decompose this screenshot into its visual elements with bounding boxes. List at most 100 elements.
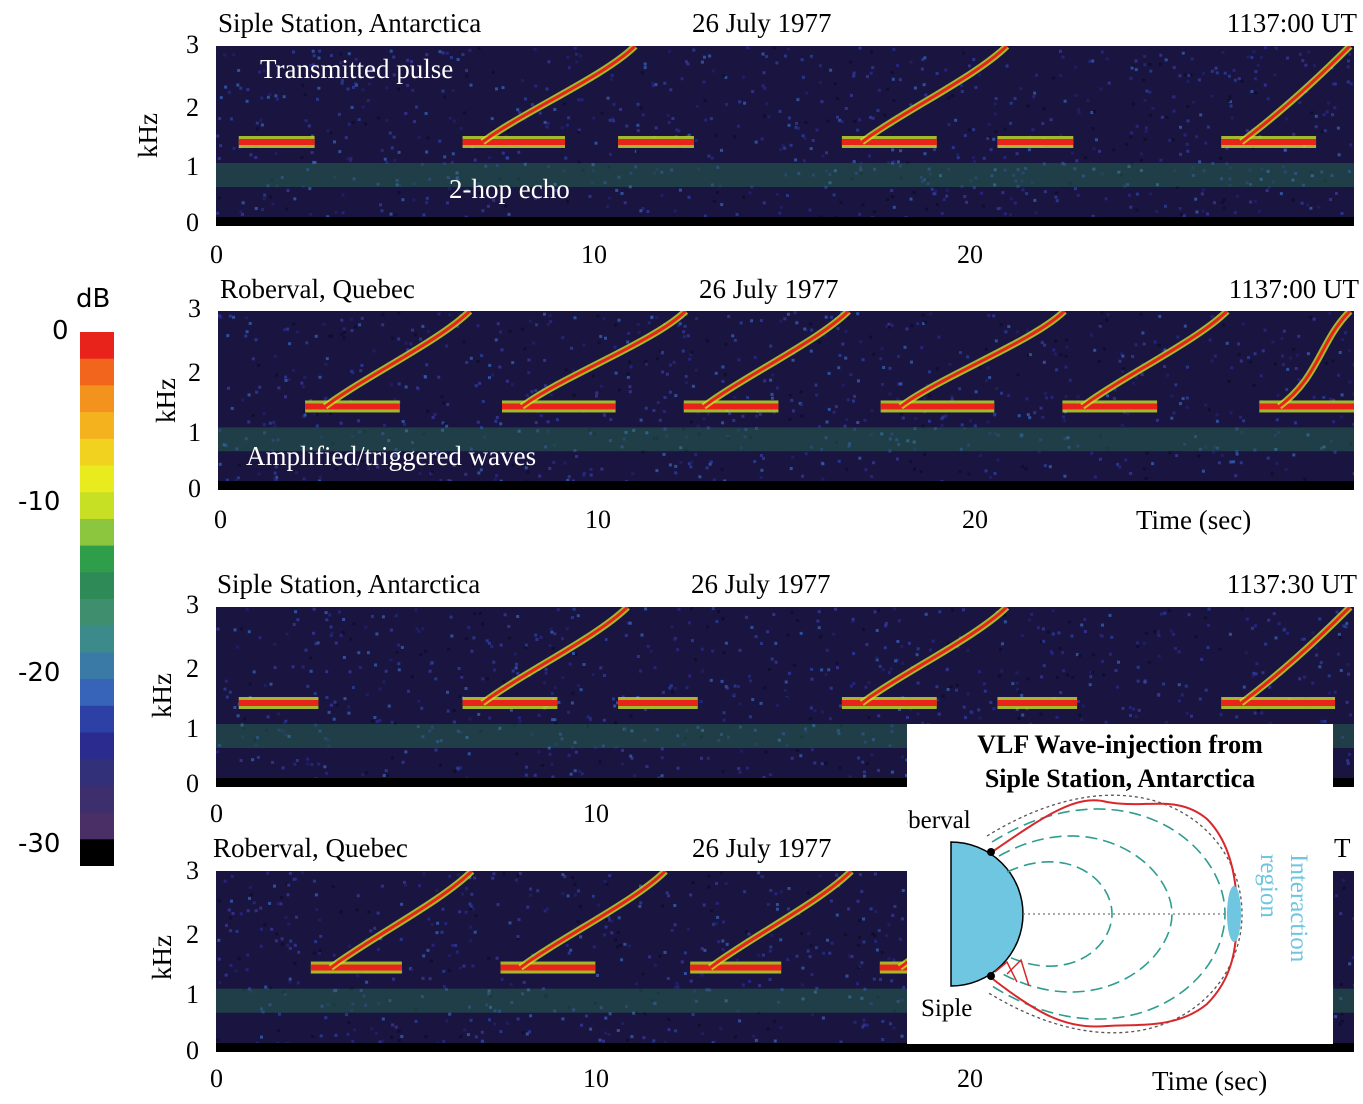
noise-speck xyxy=(902,985,906,989)
noise-speck xyxy=(409,342,413,346)
noise-speck xyxy=(792,409,795,413)
noise-speck xyxy=(1239,461,1243,465)
noise-speck xyxy=(887,322,891,326)
noise-speck xyxy=(236,645,239,649)
noise-speck xyxy=(391,1023,395,1027)
noise-speck xyxy=(616,945,620,949)
noise-speck xyxy=(422,954,426,958)
noise-speck xyxy=(743,890,747,894)
noise-speck xyxy=(243,717,247,721)
noise-speck xyxy=(863,740,867,744)
noise-speck xyxy=(342,336,346,340)
noise-speck xyxy=(1142,78,1146,82)
noise-speck xyxy=(681,349,685,353)
noise-speck xyxy=(523,117,527,121)
noise-speck xyxy=(1254,624,1257,628)
noise-speck xyxy=(656,436,659,440)
spectrogram-noise xyxy=(218,311,1354,490)
noise-speck xyxy=(560,126,564,130)
noise-speck xyxy=(473,158,477,162)
noise-speck xyxy=(1001,191,1005,195)
noise-speck xyxy=(828,181,832,185)
noise-speck xyxy=(757,1011,761,1015)
noise-speck xyxy=(1178,207,1182,210)
noise-speck xyxy=(1077,111,1081,115)
noise-speck xyxy=(765,102,769,106)
noise-speck xyxy=(928,312,932,316)
noise-speck xyxy=(412,448,415,452)
noise-speck xyxy=(818,80,822,84)
noise-speck xyxy=(1276,431,1280,434)
noise-speck xyxy=(1252,50,1256,54)
noise-speck xyxy=(1123,184,1127,188)
noise-speck xyxy=(504,204,508,208)
noise-speck xyxy=(564,368,568,372)
noise-speck xyxy=(820,710,824,714)
noise-speck xyxy=(810,677,814,681)
noise-speck xyxy=(448,313,452,317)
noise-speck xyxy=(715,882,718,886)
noise-speck xyxy=(604,925,608,929)
colorbar-step xyxy=(80,812,114,840)
noise-speck xyxy=(543,359,547,362)
noise-speck xyxy=(1268,685,1272,689)
noise-speck xyxy=(937,712,941,716)
noise-speck xyxy=(700,973,704,977)
noise-speck xyxy=(1339,912,1343,916)
noise-speck xyxy=(646,644,650,648)
noise-speck xyxy=(1210,359,1214,363)
noise-speck xyxy=(414,1007,418,1011)
noise-speck xyxy=(864,468,868,472)
noise-speck xyxy=(575,52,579,56)
noise-speck xyxy=(1000,669,1004,673)
noise-speck xyxy=(1298,677,1302,681)
noise-speck xyxy=(1149,69,1153,73)
noise-speck xyxy=(950,94,954,97)
noise-speck xyxy=(567,475,571,479)
noise-speck xyxy=(251,357,255,361)
trace-pulse xyxy=(997,700,1078,706)
noise-speck xyxy=(655,357,659,361)
noise-speck xyxy=(669,684,673,688)
noise-speck xyxy=(768,949,772,953)
noise-speck xyxy=(707,885,711,889)
panel-4-ytick-1: 1 xyxy=(186,980,199,1009)
noise-speck xyxy=(832,193,836,197)
noise-speck xyxy=(858,456,862,460)
noise-speck xyxy=(249,989,253,993)
noise-speck xyxy=(256,736,259,740)
noise-speck xyxy=(1281,363,1285,366)
noise-speck xyxy=(772,1019,776,1023)
noise-speck xyxy=(517,150,521,154)
noise-speck xyxy=(254,338,258,342)
noise-speck xyxy=(981,204,985,208)
noise-speck xyxy=(414,1019,418,1023)
noise-speck xyxy=(598,1038,602,1042)
noise-speck xyxy=(1170,416,1174,420)
noise-speck xyxy=(484,164,488,168)
noise-speck xyxy=(258,385,262,389)
noise-speck xyxy=(337,610,341,614)
noise-speck xyxy=(374,663,378,667)
noise-speck xyxy=(281,990,285,994)
noise-speck xyxy=(1108,613,1112,617)
noise-speck xyxy=(856,943,860,947)
noise-speck xyxy=(1075,159,1079,163)
noise-speck xyxy=(1050,395,1054,399)
noise-speck xyxy=(506,462,509,466)
noise-speck xyxy=(563,461,567,465)
noise-speck xyxy=(467,752,471,756)
noise-speck xyxy=(994,339,998,343)
noise-speck xyxy=(800,735,804,739)
noise-speck xyxy=(400,1035,404,1038)
noise-speck xyxy=(881,951,884,954)
noise-speck xyxy=(301,665,305,669)
noise-speck xyxy=(1063,437,1067,441)
noise-speck xyxy=(566,200,570,204)
noise-speck xyxy=(760,137,764,141)
noise-speck xyxy=(754,140,758,144)
noise-speck xyxy=(430,959,434,963)
noise-speck xyxy=(242,726,246,730)
noise-speck xyxy=(989,700,993,704)
noise-speck xyxy=(469,904,473,908)
